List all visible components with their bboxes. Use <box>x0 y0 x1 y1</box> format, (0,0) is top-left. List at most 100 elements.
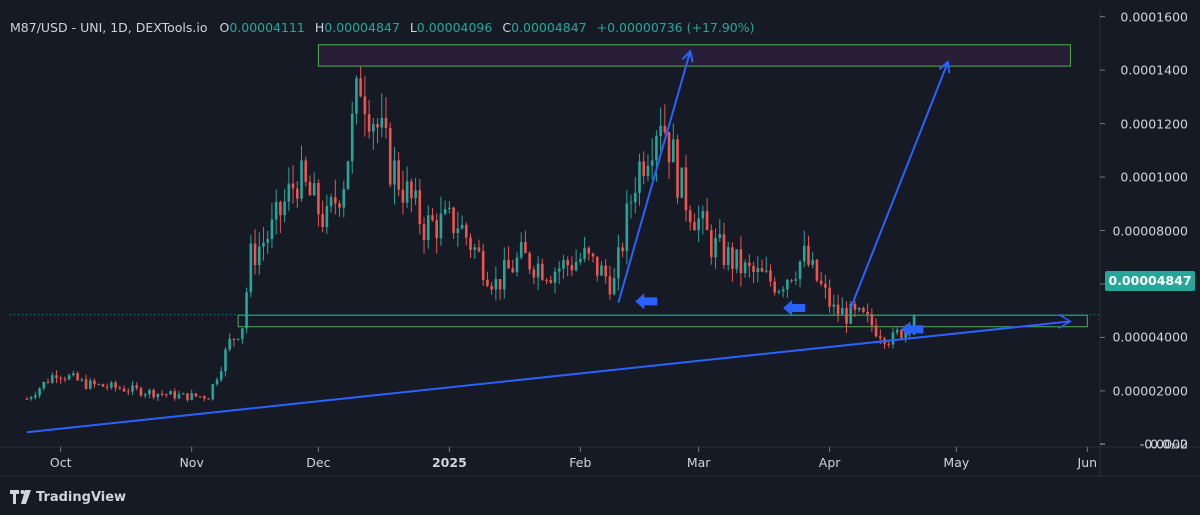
candle-body <box>181 393 185 395</box>
candle-body <box>215 379 219 385</box>
candle-body <box>667 132 671 163</box>
candle-body <box>101 384 105 387</box>
candle-body <box>786 279 789 290</box>
candle-body <box>266 239 270 243</box>
candle-body <box>633 192 637 203</box>
candle-body <box>887 343 891 345</box>
candle-body <box>532 269 536 278</box>
candle-body <box>469 237 472 250</box>
candle-body <box>591 253 595 257</box>
candle-body <box>50 375 54 383</box>
candle-body <box>414 190 417 199</box>
candle-body <box>34 395 37 398</box>
candle-body <box>866 311 869 315</box>
candle-body <box>295 188 299 199</box>
candle-body <box>156 393 160 398</box>
candle-body <box>228 338 231 350</box>
candle-body <box>350 113 354 162</box>
time-tick-label: Mar <box>686 455 711 470</box>
candle-body <box>503 259 506 290</box>
price-tick-label: -0.0000 <box>1139 436 1188 452</box>
candle-body <box>211 384 215 400</box>
candle-body <box>29 397 33 399</box>
candle-body <box>321 214 324 227</box>
candle-body <box>329 197 333 207</box>
candle-body <box>393 160 396 185</box>
candle-body <box>291 183 295 189</box>
candle-body <box>545 279 548 281</box>
candle-body <box>798 261 802 280</box>
candle-body <box>777 291 781 293</box>
candle-body <box>55 375 58 379</box>
candle-body <box>587 247 591 254</box>
candle-body <box>743 262 747 274</box>
candle-body <box>93 380 96 385</box>
left-arrow-marker <box>901 321 924 338</box>
axes <box>0 10 1200 477</box>
candle-body <box>312 183 316 196</box>
time-tick-label: Dec <box>306 455 331 470</box>
candle-body <box>697 218 700 231</box>
candle-body <box>160 393 164 395</box>
candle-body <box>524 242 527 254</box>
candle-body <box>253 243 257 266</box>
trendline-arrowhead <box>1058 313 1072 330</box>
candle-body <box>553 271 557 283</box>
candle-body <box>895 329 899 333</box>
candle-body <box>655 136 658 161</box>
low-value: 0.00004096 <box>416 20 493 35</box>
candle-body <box>270 219 274 240</box>
candle-body <box>42 381 46 389</box>
candle-body <box>224 349 227 372</box>
candle-body <box>198 396 202 398</box>
candle-body <box>570 265 574 271</box>
candle-body <box>405 181 409 203</box>
candle-body <box>507 259 510 269</box>
candle-body <box>203 396 206 399</box>
candle-body <box>756 268 760 273</box>
time-tick-label: Oct <box>49 455 72 470</box>
candle-body <box>304 160 308 182</box>
trendline <box>26 320 1071 434</box>
candle-body <box>595 256 599 276</box>
candle-body <box>355 78 358 114</box>
candle-body <box>452 207 455 234</box>
candle-body <box>241 328 244 339</box>
candle-body <box>105 386 109 388</box>
candle-body <box>63 378 67 380</box>
change-value: +0.00000736 (+17.90%) <box>596 20 755 35</box>
candle-body <box>807 245 810 265</box>
candle-body <box>165 394 168 396</box>
candle-body <box>325 206 329 227</box>
candle-body <box>663 125 667 133</box>
candle-body <box>439 213 443 239</box>
candle-body <box>748 262 751 266</box>
candle-body <box>118 387 122 389</box>
candle-body <box>139 388 143 396</box>
candle-body <box>122 388 126 392</box>
candle-body <box>819 280 823 284</box>
candle-body <box>481 251 485 280</box>
candle-body <box>735 249 738 269</box>
candle-body <box>431 215 434 221</box>
candle-body <box>494 279 498 290</box>
candle-body <box>418 190 422 225</box>
candle-body <box>676 139 679 198</box>
candle-body <box>274 201 278 220</box>
left-arrow-marker <box>635 293 658 310</box>
candle-body <box>283 201 286 216</box>
candle-body <box>173 391 177 399</box>
candle-body <box>832 304 836 307</box>
projection-arrow <box>617 51 692 303</box>
candle-body <box>671 139 675 163</box>
candle-body <box>236 338 240 340</box>
price-tick-label: 0.00008000 <box>1112 223 1188 238</box>
candle-body <box>72 373 75 376</box>
candle-body <box>380 118 384 128</box>
candle-body <box>840 308 844 315</box>
candle-body <box>131 385 134 392</box>
candle-body <box>448 207 451 210</box>
time-tick-label: May <box>943 455 970 470</box>
tradingview-branding[interactable]: TradingView <box>10 487 126 507</box>
